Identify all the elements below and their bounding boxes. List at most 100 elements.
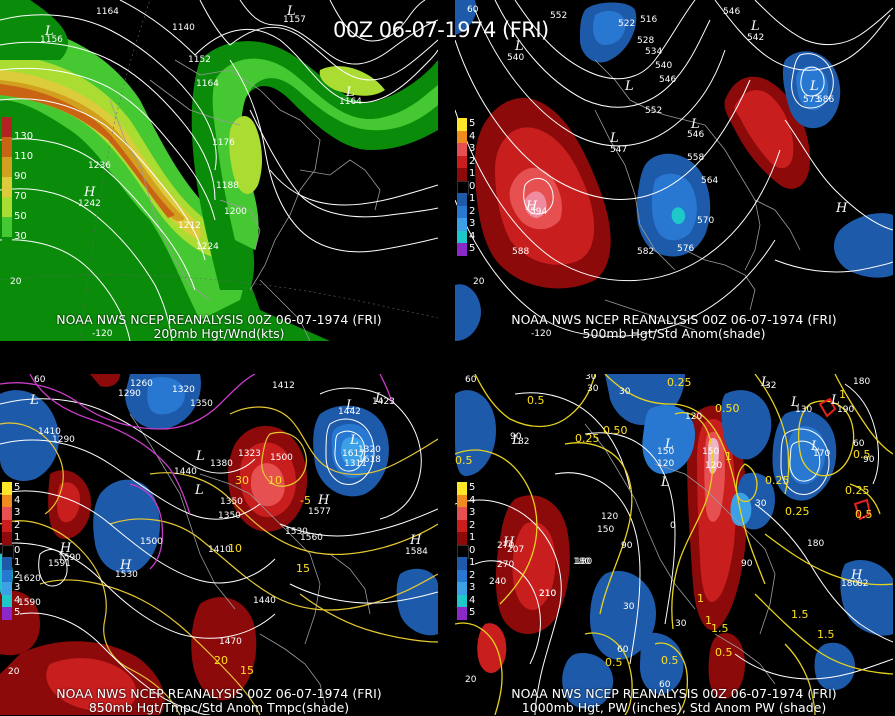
colorbar-tick-label: 2 (469, 569, 476, 581)
panel-200mb: 1164 1156 1140 1152 1164 1157 1164 1176 … (0, 0, 438, 341)
svg-text:1500: 1500 (140, 537, 163, 547)
svg-text:1350: 1350 (190, 399, 213, 409)
colorbar-tick-label: 110 (14, 151, 34, 162)
svg-text:60: 60 (617, 645, 629, 655)
colorbar-swatch (2, 569, 12, 582)
colorbar-swatch (2, 137, 12, 157)
colorbar-swatch (457, 507, 467, 520)
colorbar-tick-label: 1 (14, 532, 21, 543)
map-850mb: 1260 1290 1320 1350 1410 1290 1440 1380 … (0, 374, 438, 715)
svg-text:1470: 1470 (219, 637, 242, 647)
colorbar-tick-label: 4 (469, 230, 476, 242)
colorbar-tick-label: 0 (14, 544, 21, 556)
height-label: 1164 (339, 97, 362, 107)
svg-text:L: L (345, 398, 355, 413)
svg-text:L: L (690, 117, 700, 132)
colorbar-tick-label: 30 (14, 231, 27, 242)
colorbar-swatch (457, 205, 467, 218)
wind-shading (0, 0, 438, 341)
temperature-contours (0, 406, 438, 715)
colorbar-swatch (2, 157, 12, 177)
colorbar-tick-label: 5 (469, 607, 476, 618)
svg-text:1440: 1440 (253, 596, 276, 606)
colorbar-tick-label: 5 (14, 607, 21, 618)
svg-text:15: 15 (296, 562, 310, 575)
svg-text:L: L (760, 375, 770, 390)
svg-text:552: 552 (550, 11, 567, 21)
map-200mb: 1164 1156 1140 1152 1164 1157 1164 1176 … (0, 0, 438, 341)
svg-text:60: 60 (465, 375, 477, 385)
svg-text:L: L (609, 131, 619, 146)
colorbar-tick-label: 1 (14, 557, 21, 568)
svg-text:60: 60 (34, 375, 46, 385)
colorbar-swatch (457, 193, 467, 206)
svg-text:30: 30 (623, 602, 635, 612)
svg-text:1350: 1350 (218, 511, 241, 521)
colorbar-swatch (457, 155, 467, 168)
svg-text:120: 120 (685, 412, 702, 422)
svg-text:552: 552 (645, 106, 662, 116)
height-label: 1242 (78, 199, 101, 209)
svg-text:120: 120 (705, 461, 722, 471)
colorbar-tick-label: 2 (14, 569, 21, 581)
colorbar-swatch (2, 237, 12, 257)
svg-text:0.25: 0.25 (575, 432, 600, 445)
map-500mb: 552 522 516 546 528 534 540 546 552 546 … (455, 0, 893, 341)
colorbar-tick-label: 4 (14, 594, 21, 606)
svg-text:170: 170 (813, 449, 830, 459)
colorbar-swatch (2, 197, 12, 217)
colorbar-swatch (457, 482, 467, 495)
panel-1000mb: 30 30 30 0.25 120 90 0.5 0.50 150 120 21… (455, 374, 893, 715)
svg-text:0: 0 (670, 521, 676, 531)
caption-line1: NOAA NWS NCEP REANALYSIS 00Z 06-07-1974 … (56, 686, 382, 701)
svg-text:120: 120 (657, 459, 674, 469)
svg-text:558: 558 (687, 153, 704, 163)
svg-text:150: 150 (657, 447, 674, 457)
svg-text:H: H (850, 568, 863, 583)
svg-text:570: 570 (697, 216, 714, 226)
caption-line1: NOAA NWS NCEP REANALYSIS 00Z 06-07-1974 … (56, 312, 382, 327)
svg-text:H: H (317, 493, 330, 508)
colorbar-tick-label: 70 (14, 191, 27, 202)
svg-text:516: 516 (640, 15, 657, 25)
colorbar-swatch (2, 582, 12, 595)
colorbar-swatch (2, 177, 12, 197)
colorbar-tick-label: 5 (469, 243, 476, 254)
svg-text:32: 32 (765, 381, 776, 391)
svg-text:1440: 1440 (174, 467, 197, 477)
lat-label: 20 (10, 277, 22, 287)
height-label: 1156 (40, 35, 63, 45)
svg-text:L: L (624, 79, 634, 94)
colorbar-tick-label: 3 (14, 582, 21, 593)
contour-labels: 30 30 30 0.25 120 90 0.5 0.50 150 120 21… (455, 374, 875, 690)
panel-850mb: 1260 1290 1320 1350 1410 1290 1440 1380 … (0, 374, 438, 715)
svg-text:0.5: 0.5 (715, 646, 733, 659)
svg-text:1311: 1311 (344, 459, 367, 469)
colorbar-tick-label: 5 (469, 118, 476, 129)
height-label: 1157 (283, 15, 306, 25)
svg-text:0.5: 0.5 (605, 656, 623, 669)
height-label: 1236 (88, 161, 111, 171)
colorbar-tick-label: 1 (469, 168, 476, 179)
svg-text:1350: 1350 (220, 497, 243, 507)
height-label: 1164 (196, 79, 219, 89)
svg-text:546: 546 (723, 7, 740, 17)
latlon-grid (0, 0, 438, 341)
colorbar-tick-label: 0 (469, 180, 476, 192)
svg-text:582: 582 (637, 247, 654, 257)
colorbar-tick-label: 4 (469, 594, 476, 606)
svg-text:1323: 1323 (238, 449, 261, 459)
svg-text:1442: 1442 (338, 407, 361, 417)
height-contours (0, 0, 438, 341)
colorbar-swatch (457, 582, 467, 595)
colorbar-tick-label: 50 (14, 211, 27, 222)
svg-text:30: 30 (755, 499, 767, 509)
svg-text:1617: 1617 (342, 449, 365, 459)
svg-text:L: L (29, 393, 39, 408)
svg-text:L: L (195, 449, 205, 464)
colorbar-swatch (2, 557, 12, 570)
svg-text:1618: 1618 (358, 455, 381, 465)
svg-text:1: 1 (705, 614, 712, 627)
svg-text:30: 30 (587, 384, 599, 394)
